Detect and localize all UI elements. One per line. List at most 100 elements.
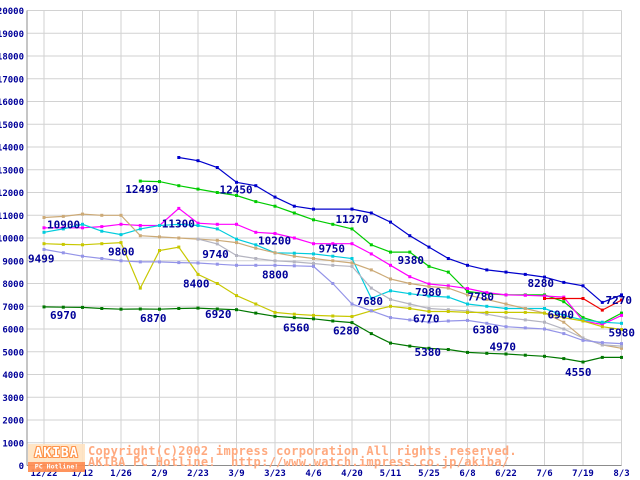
data-point-marker-navy [620, 293, 623, 297]
data-point-marker-darkgreen [446, 348, 450, 351]
data-point-marker-cyan [177, 222, 181, 226]
data-point-marker-gray [543, 320, 546, 324]
data-point-marker-darkgreen [389, 341, 392, 345]
data-point-marker-tan [389, 277, 392, 281]
data-point-marker-violet [254, 263, 258, 267]
data-point-marker-navy [600, 300, 604, 304]
data-point-marker-tan [100, 213, 104, 217]
point-value-label: 9499 [28, 252, 55, 265]
data-point-marker-navy [466, 263, 469, 267]
data-point-marker-darkgreen [138, 307, 142, 311]
point-value-label: 7680 [357, 295, 384, 308]
data-point-marker-darkgreen [100, 307, 104, 310]
data-point-marker-gray [312, 262, 315, 265]
y-axis-tick-label: 19000 [0, 30, 24, 40]
data-point-marker-tan [254, 246, 258, 250]
data-point-marker-tan [312, 257, 315, 260]
y-axis-tick-label: 11000 [0, 212, 24, 222]
data-point-marker-navy [485, 268, 489, 272]
data-point-marker-olive [427, 310, 431, 313]
data-point-marker-magenta [446, 284, 450, 288]
data-point-marker-olive [466, 310, 469, 314]
data-point-marker-magenta [350, 242, 354, 246]
data-point-marker-gray [504, 316, 508, 320]
y-axis-tick-label: 8000 [2, 280, 24, 290]
data-point-marker-navy [543, 275, 546, 279]
data-point-marker-tan [408, 282, 412, 285]
data-point-marker-red [543, 297, 546, 300]
y-axis-tick-label: 7000 [2, 303, 24, 313]
data-point-marker-magenta [620, 313, 623, 317]
data-point-marker-cyan [61, 227, 65, 231]
y-axis-tick-label: 13000 [0, 166, 24, 176]
point-value-label: 12450 [220, 183, 253, 196]
point-value-label: 5980 [609, 327, 636, 340]
data-point-marker-olive [446, 310, 450, 313]
data-point-marker-green [196, 187, 200, 191]
data-point-marker-green [389, 250, 392, 254]
x-axis-tick-label: 7/19 [572, 469, 594, 479]
data-point-marker-violet [427, 320, 431, 324]
data-point-marker-cyan [254, 243, 258, 247]
data-point-marker-navy [389, 220, 392, 224]
data-point-marker-red [620, 298, 623, 302]
data-point-marker-darkgreen [196, 306, 200, 310]
y-axis-tick-label: 10000 [0, 235, 24, 245]
point-value-label: 10200 [258, 235, 291, 248]
data-point-marker-green [562, 300, 566, 304]
data-point-marker-darkgreen [620, 355, 623, 359]
point-value-label: 5380 [415, 346, 442, 359]
data-point-marker-magenta [215, 222, 219, 226]
data-point-marker-olive [119, 241, 123, 245]
data-point-marker-darkgreen [504, 352, 508, 356]
data-point-marker-navy [215, 166, 219, 169]
data-point-marker-violet [42, 247, 46, 251]
data-point-marker-cyan [466, 302, 469, 306]
data-point-marker-magenta [523, 293, 527, 297]
data-point-marker-violet [119, 259, 123, 263]
data-point-marker-darkgreen [581, 360, 585, 364]
data-point-marker-green [215, 191, 219, 194]
data-point-marker-magenta [543, 294, 546, 298]
data-point-marker-magenta [408, 275, 412, 279]
data-point-marker-tan [177, 236, 181, 240]
data-point-marker-olive [215, 282, 219, 285]
data-point-marker-tan [466, 293, 469, 297]
data-point-marker-darkgreen [235, 308, 238, 312]
data-point-marker-green [446, 270, 450, 274]
data-point-marker-cyan [350, 257, 354, 260]
data-point-marker-tan [215, 238, 219, 242]
y-axis-tick-label: 16000 [0, 98, 24, 108]
x-axis-tick-label: 4/6 [305, 469, 321, 479]
data-point-marker-olive [196, 272, 200, 276]
data-point-marker-green [235, 194, 238, 197]
y-axis-tick-label: 12000 [0, 189, 24, 199]
data-point-marker-green [138, 179, 142, 183]
data-point-marker-green [350, 227, 354, 231]
point-value-label: 6770 [413, 313, 440, 326]
x-axis-tick-label: 2/9 [151, 469, 167, 479]
data-point-marker-cyan [562, 313, 566, 317]
data-point-marker-magenta [600, 323, 604, 326]
y-axis-tick-label: 17000 [0, 75, 24, 85]
data-point-marker-darkgreen [369, 332, 373, 336]
data-point-marker-green [466, 290, 469, 293]
data-point-marker-green [177, 184, 181, 188]
point-value-label: 9800 [108, 246, 135, 259]
data-point-marker-navy [235, 180, 238, 184]
data-point-marker-green [292, 211, 296, 215]
data-point-marker-violet [196, 261, 200, 265]
data-point-marker-tan [119, 213, 123, 217]
data-point-marker-gray [600, 343, 604, 347]
x-axis-tick-label: 1/26 [110, 469, 132, 479]
y-axis-tick-label: 9000 [2, 257, 24, 267]
data-point-marker-gray [408, 302, 412, 306]
x-axis-tick-label: 6/22 [495, 469, 517, 479]
data-point-marker-cyan [292, 251, 296, 255]
point-value-label: 9380 [398, 254, 425, 267]
y-axis-tick-label: 15000 [0, 121, 24, 131]
data-point-marker-olive [485, 310, 489, 314]
point-value-label: 6970 [50, 309, 77, 322]
data-point-marker-darkgreen [42, 305, 46, 309]
